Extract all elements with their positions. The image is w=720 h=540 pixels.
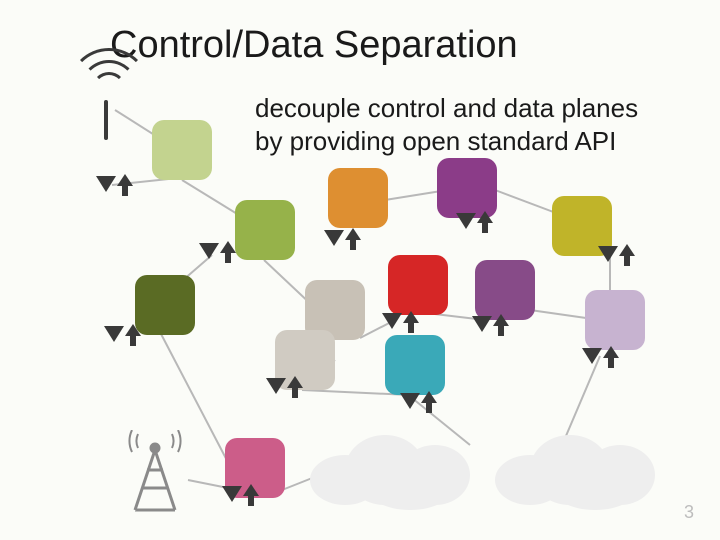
subtitle-line1: decouple control and data planes: [255, 93, 638, 123]
cloud-icon: [495, 425, 665, 505]
node-b1: [152, 120, 212, 180]
slide-subtitle: decouple control and data planes by prov…: [255, 92, 638, 157]
cloud-icon: [310, 425, 480, 505]
io-marker-icon: [195, 235, 241, 275]
io-marker-icon: [218, 478, 264, 518]
io-marker-icon: [396, 385, 442, 425]
io-marker-icon: [92, 168, 138, 208]
io-marker-icon: [320, 222, 366, 262]
io-marker-icon: [378, 305, 424, 345]
io-marker-icon: [594, 238, 640, 278]
slide-stage: Control/Data Separation decouple control…: [0, 0, 720, 540]
io-marker-icon: [468, 308, 514, 348]
subtitle-line2: by providing open standard API: [255, 126, 616, 156]
io-marker-icon: [262, 370, 308, 410]
page-number: 3: [684, 502, 694, 523]
node-b3: [328, 168, 388, 228]
cell-tower-svg: [120, 430, 190, 515]
cell-tower-icon: [120, 430, 190, 520]
slide-title: Control/Data Separation: [110, 24, 518, 67]
io-marker-icon: [100, 318, 146, 358]
io-marker-icon: [578, 340, 624, 380]
node-b2: [235, 200, 295, 260]
io-marker-icon: [452, 205, 498, 245]
